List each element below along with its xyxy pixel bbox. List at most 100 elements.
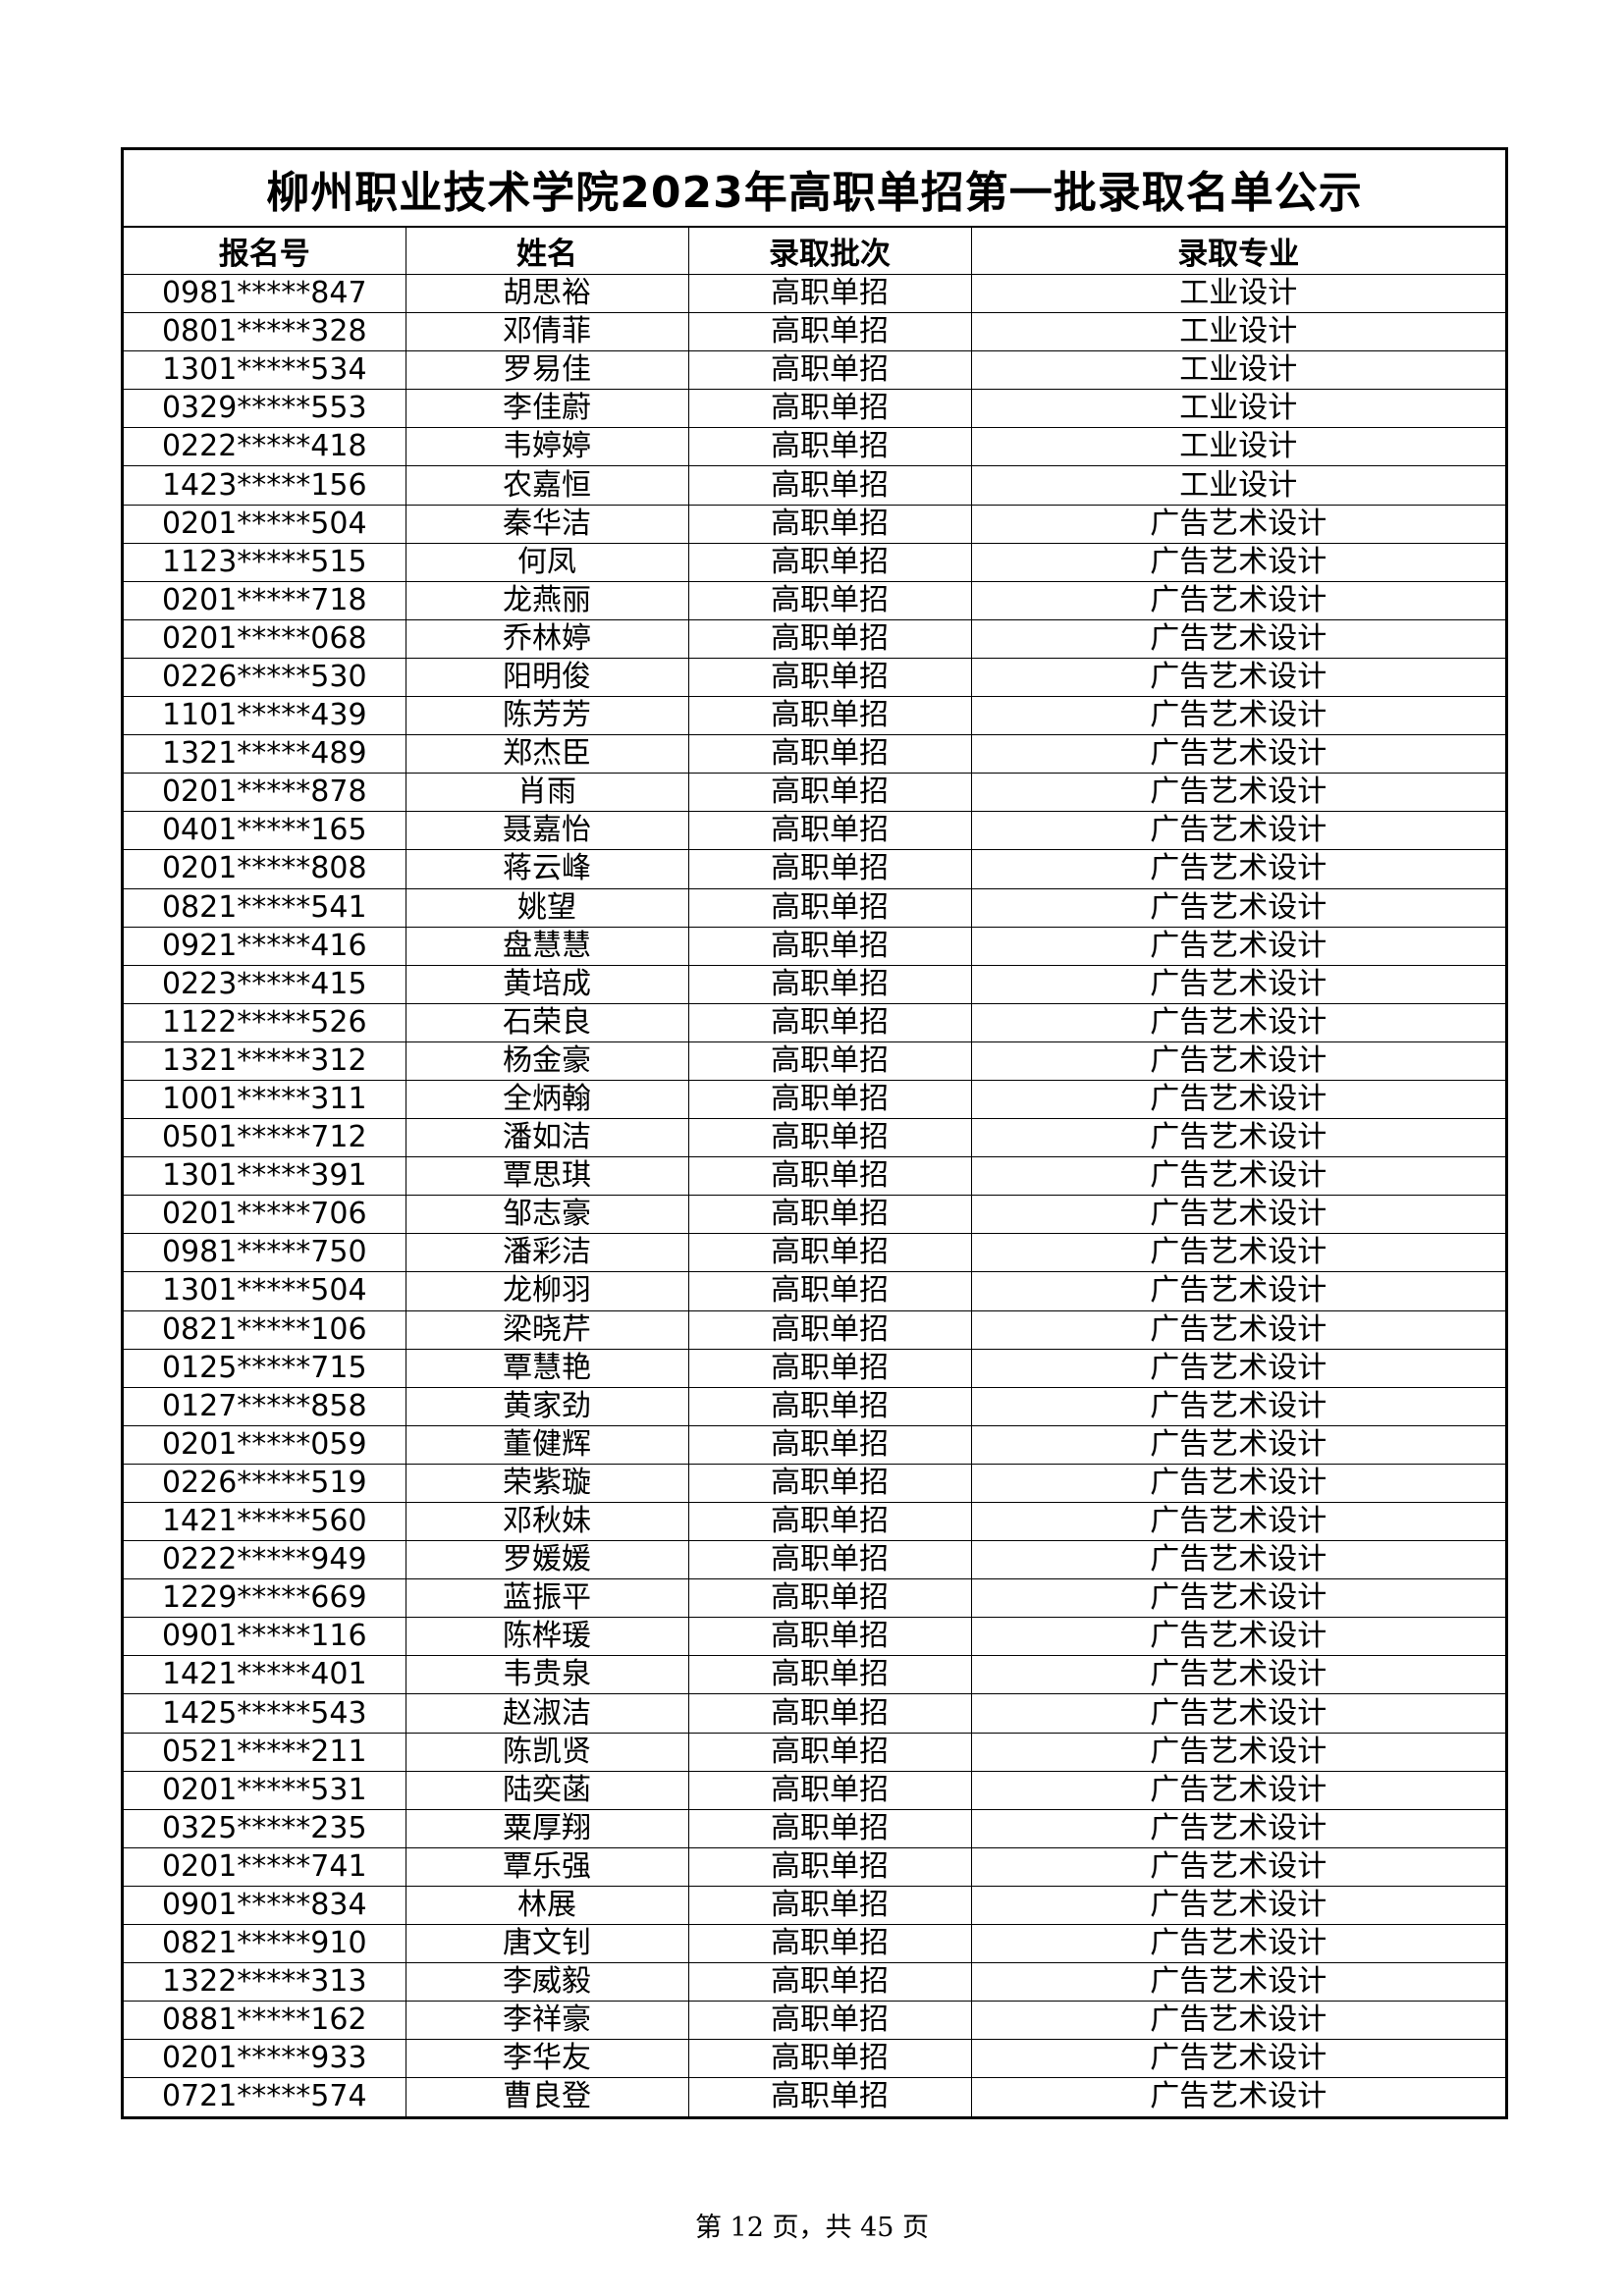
name-cell: 唐文钊 bbox=[405, 1924, 689, 1964]
registration-no-cell: 1421*****401 bbox=[124, 1655, 406, 1695]
name-cell: 黄家劲 bbox=[405, 1386, 689, 1426]
table-row: 1322*****313 李威毅 高职单招 广告艺术设计 bbox=[124, 1962, 1505, 2002]
batch-cell: 高职单招 bbox=[687, 1540, 972, 1580]
name-cell: 蒋云峰 bbox=[405, 849, 689, 889]
major-cell: 广告艺术设计 bbox=[970, 1463, 1505, 1504]
name-cell: 罗易佳 bbox=[405, 350, 689, 391]
major-cell: 广告艺术设计 bbox=[970, 1348, 1505, 1388]
name-cell: 陈芳芳 bbox=[405, 696, 689, 736]
name-cell: 潘彩洁 bbox=[405, 1233, 689, 1273]
name-cell: 全炳翰 bbox=[405, 1079, 689, 1120]
major-cell: 广告艺术设计 bbox=[970, 1578, 1505, 1619]
batch-cell: 高职单招 bbox=[687, 1041, 972, 1081]
table-row: 0881*****162 李祥豪 高职单招 广告艺术设计 bbox=[124, 2001, 1505, 2041]
registration-no-cell: 0981*****847 bbox=[124, 273, 406, 314]
batch-cell: 高职单招 bbox=[687, 1578, 972, 1619]
batch-cell: 高职单招 bbox=[687, 1808, 972, 1848]
batch-cell: 高职单招 bbox=[687, 1924, 972, 1964]
major-cell: 广告艺术设计 bbox=[970, 1732, 1505, 1772]
major-cell: 广告艺术设计 bbox=[970, 1501, 1505, 1542]
registration-no-cell: 0329*****553 bbox=[124, 389, 406, 429]
name-cell: 梁晓芹 bbox=[405, 1309, 689, 1350]
batch-cell: 高职单招 bbox=[687, 1885, 972, 1926]
name-cell: 农嘉恒 bbox=[405, 465, 689, 506]
table-row: 1301*****534 罗易佳 高职单招 工业设计 bbox=[124, 350, 1505, 391]
batch-cell: 高职单招 bbox=[687, 1195, 972, 1235]
registration-no-cell: 0881*****162 bbox=[124, 2001, 406, 2041]
registration-no-cell: 0801*****328 bbox=[124, 312, 406, 352]
batch-cell: 高职单招 bbox=[687, 2039, 972, 2079]
major-cell: 广告艺术设计 bbox=[970, 1924, 1505, 1964]
registration-no-cell: 1001*****311 bbox=[124, 1079, 406, 1120]
registration-no-cell: 0201*****808 bbox=[124, 849, 406, 889]
major-cell: 工业设计 bbox=[970, 350, 1505, 391]
name-cell: 李威毅 bbox=[405, 1962, 689, 2002]
table-row: 0981*****750 潘彩洁 高职单招 广告艺术设计 bbox=[124, 1233, 1505, 1273]
batch-cell: 高职单招 bbox=[687, 427, 972, 467]
major-cell: 广告艺术设计 bbox=[970, 657, 1505, 698]
table-row: 0401*****165 聂嘉怡 高职单招 广告艺术设计 bbox=[124, 811, 1505, 851]
batch-cell: 高职单招 bbox=[687, 1271, 972, 1311]
registration-no-cell: 0981*****750 bbox=[124, 1233, 406, 1273]
table-row: 0329*****553 李佳蔚 高职单招 工业设计 bbox=[124, 389, 1505, 429]
name-cell: 李佳蔚 bbox=[405, 389, 689, 429]
table-row: 0201*****068 乔林婷 高职单招 广告艺术设计 bbox=[124, 618, 1505, 659]
table-row: 1421*****560 邓秋妹 高职单招 广告艺术设计 bbox=[124, 1501, 1505, 1542]
name-cell: 赵淑洁 bbox=[405, 1693, 689, 1734]
major-cell: 广告艺术设计 bbox=[970, 1693, 1505, 1734]
registration-no-cell: 0401*****165 bbox=[124, 811, 406, 851]
batch-cell: 高职单招 bbox=[687, 1962, 972, 2002]
registration-no-cell: 0821*****541 bbox=[124, 887, 406, 928]
name-cell: 秦华洁 bbox=[405, 504, 689, 544]
major-cell: 广告艺术设计 bbox=[970, 887, 1505, 928]
table-row: 0801*****328 邓倩菲 高职单招 工业设计 bbox=[124, 312, 1505, 352]
admission-table-container: 柳州职业技术学院2023年高职单招第一批录取名单公示 报名号 姓名 录取批次 录… bbox=[121, 147, 1508, 2119]
registration-no-cell: 1301*****391 bbox=[124, 1156, 406, 1197]
table-row: 0201*****933 李华友 高职单招 广告艺术设计 bbox=[124, 2039, 1505, 2079]
name-cell: 陈凯贤 bbox=[405, 1732, 689, 1772]
table-row: 0226*****519 荣紫璇 高职单招 广告艺术设计 bbox=[124, 1463, 1505, 1504]
major-cell: 广告艺术设计 bbox=[970, 2077, 1505, 2116]
batch-cell: 高职单招 bbox=[687, 618, 972, 659]
name-cell: 覃思琪 bbox=[405, 1156, 689, 1197]
batch-cell: 高职单招 bbox=[687, 465, 972, 506]
batch-cell: 高职单招 bbox=[687, 273, 972, 314]
major-cell: 广告艺术设计 bbox=[970, 1195, 1505, 1235]
batch-cell: 高职单招 bbox=[687, 1617, 972, 1657]
admission-table: 报名号 姓名 录取批次 录取专业 0981*****847 胡思裕 高职单招 工业设计… bbox=[124, 228, 1505, 2116]
batch-cell: 高职单招 bbox=[687, 1156, 972, 1197]
table-row: 0325*****235 粟厚翔 高职单招 广告艺术设计 bbox=[124, 1808, 1505, 1848]
batch-cell: 高职单招 bbox=[687, 734, 972, 774]
table-row: 0127*****858 黄家劲 高职单招 广告艺术设计 bbox=[124, 1386, 1505, 1426]
major-cell: 广告艺术设计 bbox=[970, 1309, 1505, 1350]
registration-no-cell: 1321*****312 bbox=[124, 1041, 406, 1081]
major-cell: 广告艺术设计 bbox=[970, 504, 1505, 544]
registration-no-cell: 0201*****741 bbox=[124, 1846, 406, 1887]
major-cell: 广告艺术设计 bbox=[970, 926, 1505, 966]
major-cell: 工业设计 bbox=[970, 427, 1505, 467]
name-cell: 潘如洁 bbox=[405, 1118, 689, 1158]
name-cell: 韦贵泉 bbox=[405, 1655, 689, 1695]
batch-cell: 高职单招 bbox=[687, 389, 972, 429]
table-row: 1301*****391 覃思琪 高职单招 广告艺术设计 bbox=[124, 1156, 1505, 1197]
table-row: 1321*****312 杨金豪 高职单招 广告艺术设计 bbox=[124, 1041, 1505, 1081]
batch-cell: 高职单招 bbox=[687, 1463, 972, 1504]
registration-no-cell: 0901*****116 bbox=[124, 1617, 406, 1657]
registration-no-cell: 1322*****313 bbox=[124, 1962, 406, 2002]
registration-no-cell: 1423*****156 bbox=[124, 465, 406, 506]
table-row: 0226*****530 阳明俊 高职单招 广告艺术设计 bbox=[124, 657, 1505, 698]
batch-cell: 高职单招 bbox=[687, 312, 972, 352]
column-header-registration-no: 报名号 bbox=[124, 228, 406, 275]
registration-no-cell: 1301*****534 bbox=[124, 350, 406, 391]
registration-no-cell: 0201*****933 bbox=[124, 2039, 406, 2079]
table-row: 1229*****669 蓝振平 高职单招 广告艺术设计 bbox=[124, 1578, 1505, 1619]
table-row: 0901*****834 林展 高职单招 广告艺术设计 bbox=[124, 1885, 1505, 1926]
name-cell: 蓝振平 bbox=[405, 1578, 689, 1619]
major-cell: 工业设计 bbox=[970, 465, 1505, 506]
name-cell: 韦婷婷 bbox=[405, 427, 689, 467]
registration-no-cell: 0226*****530 bbox=[124, 657, 406, 698]
major-cell: 工业设计 bbox=[970, 389, 1505, 429]
major-cell: 广告艺术设计 bbox=[970, 1617, 1505, 1657]
table-row: 0201*****531 陆奕菡 高职单招 广告艺术设计 bbox=[124, 1770, 1505, 1810]
registration-no-cell: 0222*****949 bbox=[124, 1540, 406, 1580]
